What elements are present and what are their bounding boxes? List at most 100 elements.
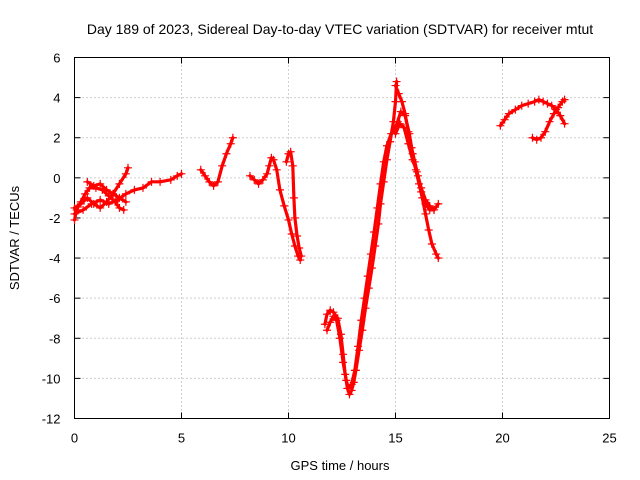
data-point bbox=[269, 155, 278, 164]
data-point bbox=[70, 209, 79, 218]
data-point bbox=[209, 181, 218, 190]
data-point bbox=[280, 201, 289, 210]
data-point bbox=[201, 171, 210, 180]
data-point bbox=[290, 213, 299, 222]
data-point bbox=[534, 95, 543, 104]
data-point bbox=[329, 312, 338, 321]
data-point bbox=[539, 97, 548, 106]
data-point bbox=[218, 161, 227, 170]
data-series bbox=[70, 77, 569, 399]
series-trace bbox=[72, 166, 130, 210]
data-point bbox=[401, 111, 410, 120]
data-point bbox=[323, 326, 332, 335]
data-point bbox=[156, 177, 165, 186]
data-point bbox=[96, 195, 105, 204]
data-point bbox=[275, 185, 284, 194]
y-tick-label: 0 bbox=[53, 171, 60, 186]
data-point bbox=[323, 310, 332, 319]
data-point bbox=[282, 157, 291, 166]
data-point bbox=[296, 256, 305, 265]
data-point bbox=[205, 177, 214, 186]
data-point bbox=[166, 175, 175, 184]
data-point bbox=[265, 161, 274, 170]
data-point bbox=[228, 133, 237, 142]
data-point bbox=[391, 129, 400, 138]
data-point bbox=[500, 115, 509, 124]
data-point bbox=[360, 294, 369, 303]
data-point bbox=[287, 229, 296, 238]
data-point bbox=[357, 316, 366, 325]
series-trace bbox=[392, 110, 440, 260]
x-tick-label: 25 bbox=[602, 431, 616, 446]
data-point bbox=[288, 161, 297, 170]
x-tick-label: 10 bbox=[281, 431, 295, 446]
data-point bbox=[115, 193, 124, 202]
data-point bbox=[297, 252, 306, 261]
data-point bbox=[417, 183, 426, 192]
data-point bbox=[284, 215, 293, 224]
data-point bbox=[560, 119, 569, 128]
data-point bbox=[421, 209, 430, 218]
series-track3 bbox=[70, 169, 186, 218]
data-point bbox=[147, 177, 156, 186]
data-point bbox=[396, 107, 405, 116]
data-point bbox=[560, 95, 569, 104]
series-trace bbox=[325, 128, 396, 390]
series-track4 bbox=[83, 177, 130, 206]
series-trace bbox=[248, 156, 302, 262]
data-point bbox=[332, 316, 341, 325]
data-point bbox=[412, 167, 421, 176]
data-point bbox=[424, 225, 433, 234]
data-point bbox=[173, 171, 182, 180]
data-point bbox=[213, 177, 222, 186]
data-point bbox=[342, 376, 351, 385]
data-point bbox=[530, 97, 539, 106]
series-track2 bbox=[70, 163, 132, 212]
x-tick-label: 20 bbox=[495, 431, 509, 446]
x-axis-label: GPS time / hours bbox=[291, 458, 390, 473]
axis-ticks: 0 5 10 15 20 25 -12 -10 -8 -6 -4 -2 0 2 4 6 bbox=[42, 51, 617, 446]
data-point bbox=[511, 105, 520, 114]
data-point bbox=[286, 147, 295, 156]
data-point bbox=[404, 139, 413, 148]
series-track10 bbox=[391, 81, 443, 214]
chart-title: Day 189 of 2023, Sidereal Day-to-day VTE… bbox=[87, 21, 593, 37]
data-point bbox=[541, 127, 550, 136]
data-point bbox=[79, 205, 88, 214]
data-point bbox=[532, 135, 541, 144]
data-point bbox=[289, 193, 298, 202]
data-point bbox=[382, 141, 391, 150]
data-point bbox=[96, 203, 105, 212]
data-point bbox=[121, 189, 130, 198]
data-point bbox=[344, 384, 353, 393]
data-point bbox=[83, 193, 92, 202]
data-point bbox=[408, 155, 417, 164]
data-point bbox=[109, 189, 118, 198]
data-point bbox=[121, 169, 130, 178]
data-point bbox=[354, 342, 363, 351]
data-point bbox=[226, 139, 235, 148]
y-tick-label: -8 bbox=[49, 331, 61, 346]
data-point bbox=[363, 272, 372, 281]
x-tick-label: 15 bbox=[388, 431, 402, 446]
data-point bbox=[254, 179, 263, 188]
data-point bbox=[434, 254, 443, 263]
data-point bbox=[345, 390, 354, 399]
data-point bbox=[258, 175, 267, 184]
data-point bbox=[326, 318, 335, 327]
data-point bbox=[395, 119, 404, 128]
data-point bbox=[104, 199, 113, 208]
data-point bbox=[537, 133, 546, 142]
series-trace bbox=[393, 122, 436, 212]
plot-frame bbox=[74, 57, 610, 419]
data-point bbox=[196, 165, 205, 174]
data-point bbox=[263, 169, 272, 178]
data-point bbox=[524, 99, 533, 108]
series-track8 bbox=[320, 77, 401, 399]
data-point bbox=[83, 177, 92, 186]
data-point bbox=[528, 133, 537, 142]
data-point bbox=[339, 358, 348, 367]
data-point bbox=[177, 169, 186, 178]
x-tick-label: 5 bbox=[178, 431, 185, 446]
data-point bbox=[434, 199, 443, 208]
